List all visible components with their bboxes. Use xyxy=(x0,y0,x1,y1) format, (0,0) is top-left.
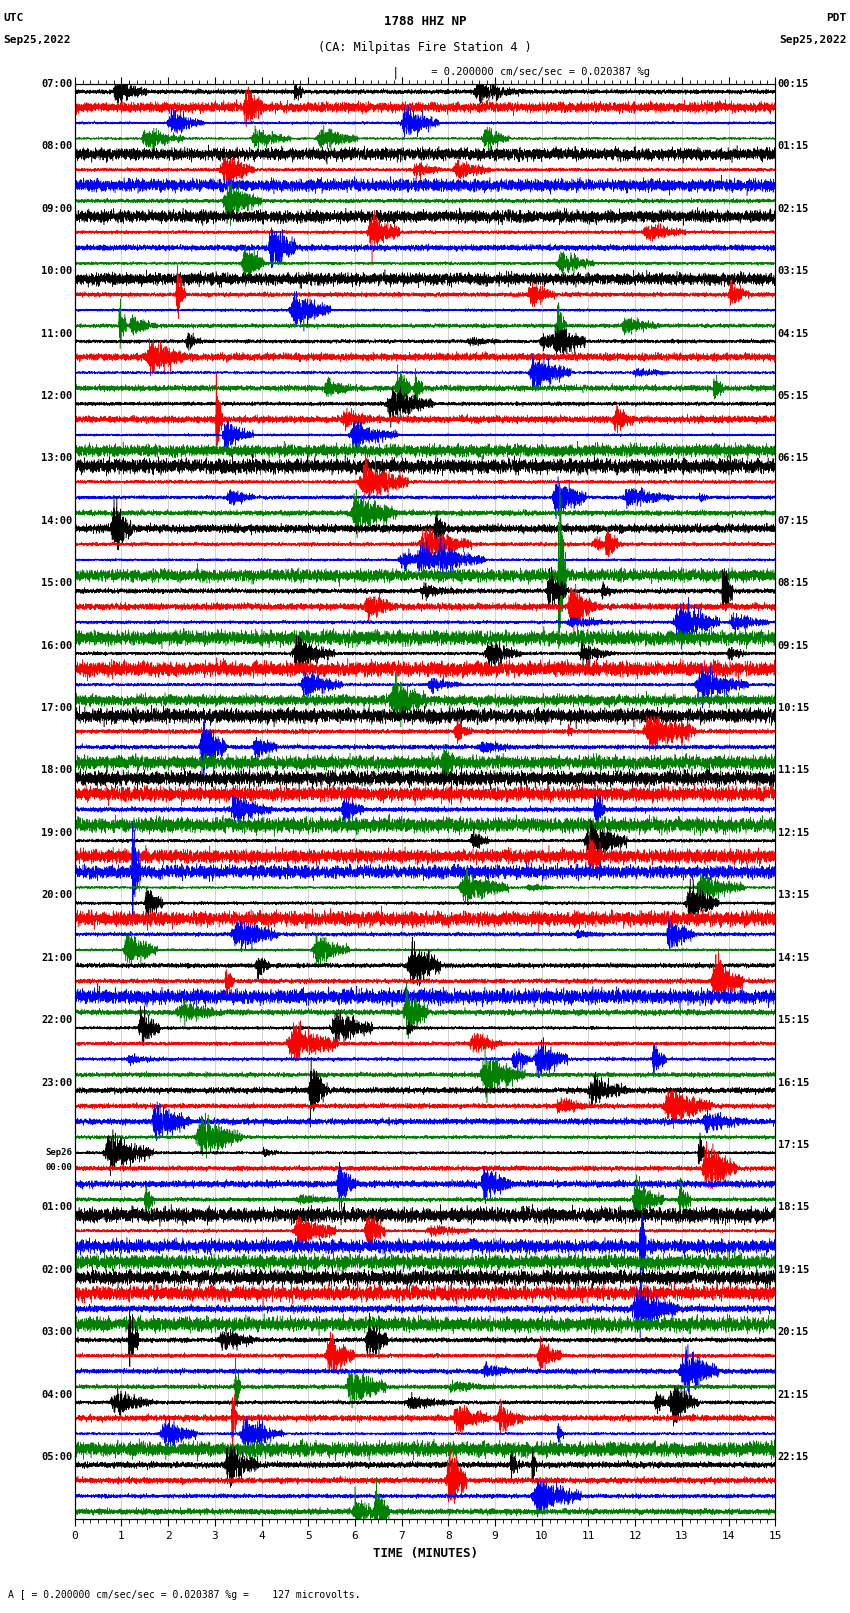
Text: 20:00: 20:00 xyxy=(41,890,72,900)
Text: 08:15: 08:15 xyxy=(778,577,809,589)
Text: A [ = 0.200000 cm/sec/sec = 0.020387 %g =    127 microvolts.: A [ = 0.200000 cm/sec/sec = 0.020387 %g … xyxy=(8,1590,361,1600)
Text: 06:15: 06:15 xyxy=(778,453,809,463)
Text: 12:15: 12:15 xyxy=(778,827,809,837)
Text: 03:00: 03:00 xyxy=(41,1327,72,1337)
Text: 01:15: 01:15 xyxy=(778,142,809,152)
Text: 04:00: 04:00 xyxy=(41,1390,72,1400)
Text: 17:15: 17:15 xyxy=(778,1140,809,1150)
Text: 11:00: 11:00 xyxy=(41,329,72,339)
Text: 1788 HHZ NP: 1788 HHZ NP xyxy=(383,15,467,27)
Text: 11:15: 11:15 xyxy=(778,766,809,776)
Text: = 0.200000 cm/sec/sec = 0.020387 %g: = 0.200000 cm/sec/sec = 0.020387 %g xyxy=(425,66,650,77)
Text: 21:15: 21:15 xyxy=(778,1390,809,1400)
Text: 13:15: 13:15 xyxy=(778,890,809,900)
Text: 00:00: 00:00 xyxy=(45,1163,72,1171)
Text: 08:00: 08:00 xyxy=(41,142,72,152)
Text: 07:00: 07:00 xyxy=(41,79,72,89)
Text: 19:00: 19:00 xyxy=(41,827,72,837)
Text: 09:15: 09:15 xyxy=(778,640,809,650)
Text: 09:00: 09:00 xyxy=(41,203,72,213)
Text: |: | xyxy=(392,66,399,79)
Text: 18:00: 18:00 xyxy=(41,766,72,776)
Text: 20:15: 20:15 xyxy=(778,1327,809,1337)
Text: 03:15: 03:15 xyxy=(778,266,809,276)
Text: 02:15: 02:15 xyxy=(778,203,809,213)
Text: 16:00: 16:00 xyxy=(41,640,72,650)
Text: 14:00: 14:00 xyxy=(41,516,72,526)
Text: PDT: PDT xyxy=(826,13,847,23)
Text: 05:15: 05:15 xyxy=(778,390,809,402)
Text: 10:00: 10:00 xyxy=(41,266,72,276)
Text: Sep25,2022: Sep25,2022 xyxy=(3,35,71,45)
Text: 02:00: 02:00 xyxy=(41,1265,72,1274)
Text: 04:15: 04:15 xyxy=(778,329,809,339)
Text: (CA: Milpitas Fire Station 4 ): (CA: Milpitas Fire Station 4 ) xyxy=(318,40,532,53)
Text: 21:00: 21:00 xyxy=(41,953,72,963)
Text: UTC: UTC xyxy=(3,13,24,23)
Text: Sep26: Sep26 xyxy=(45,1148,72,1157)
Text: 19:15: 19:15 xyxy=(778,1265,809,1274)
Text: 00:15: 00:15 xyxy=(778,79,809,89)
Text: 22:00: 22:00 xyxy=(41,1015,72,1026)
Text: 15:00: 15:00 xyxy=(41,577,72,589)
Text: 13:00: 13:00 xyxy=(41,453,72,463)
Text: 05:00: 05:00 xyxy=(41,1452,72,1461)
Text: 14:15: 14:15 xyxy=(778,953,809,963)
X-axis label: TIME (MINUTES): TIME (MINUTES) xyxy=(372,1547,478,1560)
Text: 22:15: 22:15 xyxy=(778,1452,809,1461)
Text: 15:15: 15:15 xyxy=(778,1015,809,1026)
Text: 07:15: 07:15 xyxy=(778,516,809,526)
Text: 23:00: 23:00 xyxy=(41,1077,72,1087)
Text: 16:15: 16:15 xyxy=(778,1077,809,1087)
Text: 10:15: 10:15 xyxy=(778,703,809,713)
Text: 18:15: 18:15 xyxy=(778,1202,809,1213)
Text: 17:00: 17:00 xyxy=(41,703,72,713)
Text: 12:00: 12:00 xyxy=(41,390,72,402)
Text: Sep25,2022: Sep25,2022 xyxy=(779,35,847,45)
Text: 01:00: 01:00 xyxy=(41,1202,72,1213)
